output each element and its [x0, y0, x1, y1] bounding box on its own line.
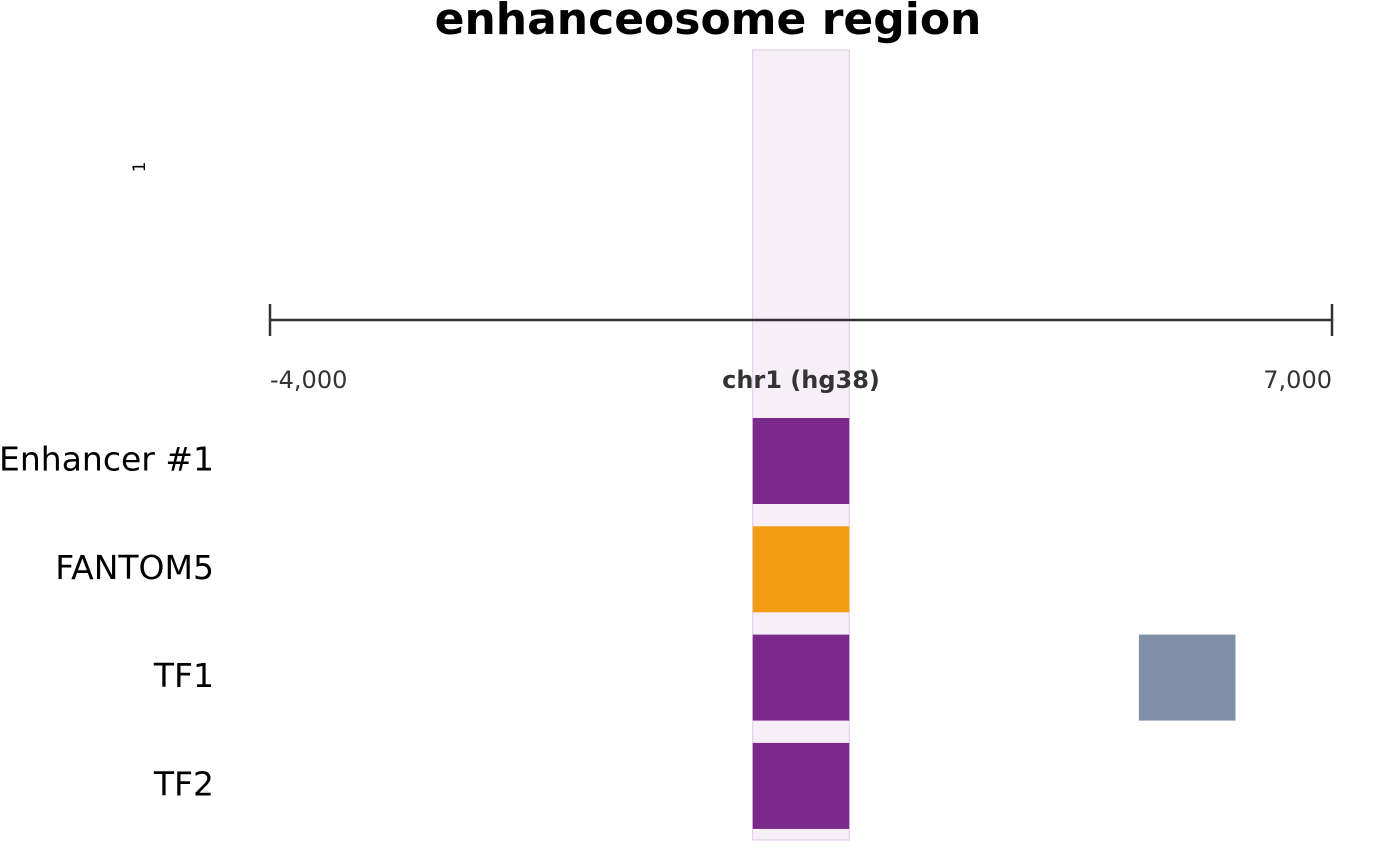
chart-title: enhanceosome region [435, 0, 982, 45]
track-label: TF1 [153, 656, 214, 695]
feature [752, 634, 850, 721]
feature [1138, 634, 1236, 721]
feature [752, 418, 850, 504]
x-tick-label: -4,000 [270, 366, 347, 394]
track-label: FANTOM5 [55, 548, 214, 587]
feature [752, 742, 850, 829]
side-label: 1 [130, 162, 150, 173]
x-tick-label: 7,000 [1263, 366, 1332, 394]
track-label: TF2 [153, 764, 214, 803]
track-label: Enhancer #1 [0, 440, 214, 479]
axis-label: chr1 (hg38) [722, 366, 880, 394]
feature [752, 526, 850, 613]
